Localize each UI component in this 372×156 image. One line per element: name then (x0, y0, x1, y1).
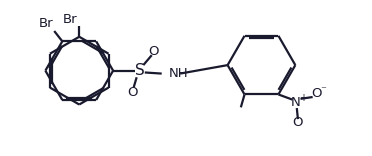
Text: +: + (299, 93, 307, 103)
Text: N: N (291, 96, 301, 109)
Text: O: O (311, 87, 321, 100)
Text: O: O (293, 116, 303, 129)
Text: Br: Br (62, 13, 77, 27)
Text: S: S (135, 63, 144, 78)
Text: O: O (128, 86, 138, 99)
Text: ⁻: ⁻ (320, 85, 326, 95)
Text: NH: NH (169, 67, 188, 80)
Text: Br: Br (39, 17, 54, 30)
Text: O: O (148, 45, 159, 58)
